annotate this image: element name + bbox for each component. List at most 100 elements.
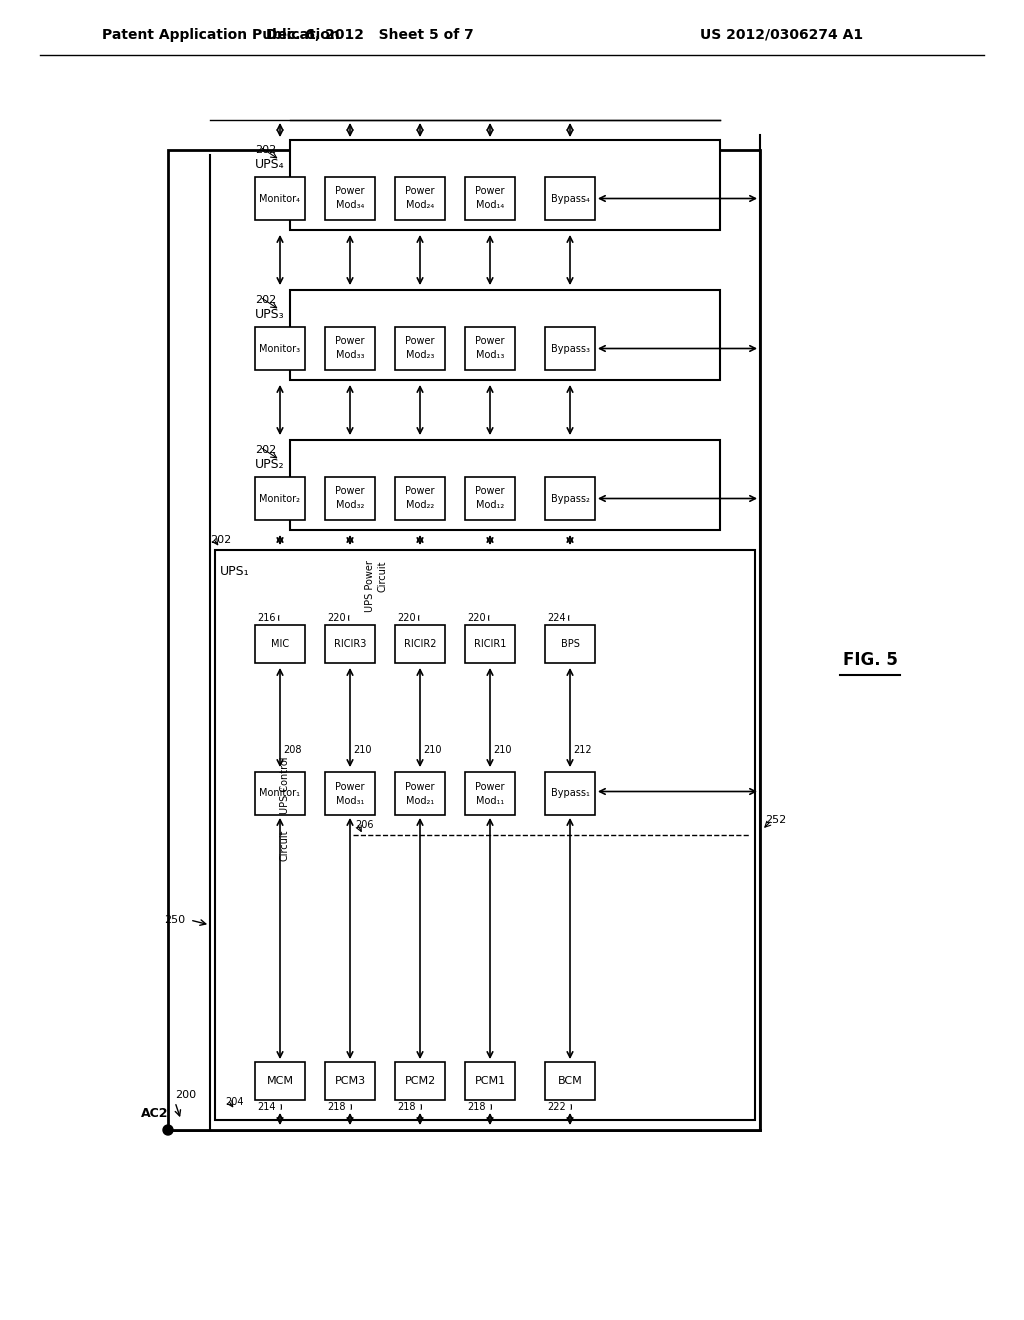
Bar: [465, 1063, 515, 1100]
Text: Mod₂₂: Mod₂₂: [406, 500, 434, 511]
Text: 210: 210: [493, 744, 512, 755]
Bar: [395, 772, 445, 814]
Text: US 2012/0306274 A1: US 2012/0306274 A1: [700, 28, 863, 42]
Text: 218: 218: [327, 1102, 345, 1111]
Bar: [290, 290, 720, 380]
Text: 220: 220: [467, 612, 485, 623]
Bar: [168, 150, 760, 1130]
Text: UPS₄: UPS₄: [255, 158, 285, 172]
Text: Bypass₄: Bypass₄: [551, 194, 590, 203]
Text: 202: 202: [210, 535, 231, 545]
Text: Power: Power: [475, 781, 505, 792]
Text: Monitor₂: Monitor₂: [259, 494, 300, 503]
Bar: [465, 177, 515, 220]
Text: Power: Power: [335, 337, 365, 346]
Text: Power: Power: [406, 487, 435, 496]
Text: Power: Power: [475, 186, 505, 197]
Text: 250: 250: [164, 915, 185, 925]
Text: 206: 206: [355, 820, 374, 830]
Text: 218: 218: [467, 1102, 485, 1111]
Text: Bypass₃: Bypass₃: [551, 343, 590, 354]
Text: Mod₃₂: Mod₃₂: [336, 500, 365, 511]
Text: Mod₃₄: Mod₃₄: [336, 201, 365, 210]
Text: 220: 220: [327, 612, 346, 623]
Text: Power: Power: [406, 186, 435, 197]
Text: Patent Application Publication: Patent Application Publication: [102, 28, 340, 42]
Bar: [325, 772, 375, 814]
Text: 220: 220: [397, 612, 416, 623]
Bar: [465, 624, 515, 663]
Bar: [255, 177, 305, 220]
Bar: [545, 1063, 595, 1100]
Text: 210: 210: [353, 744, 372, 755]
Text: MCM: MCM: [266, 1076, 294, 1086]
Text: Bypass₂: Bypass₂: [551, 494, 590, 503]
Text: Mod₃₃: Mod₃₃: [336, 351, 365, 360]
Text: AC2: AC2: [141, 1107, 169, 1119]
Text: RICIR3: RICIR3: [334, 639, 367, 649]
Text: 222: 222: [547, 1102, 565, 1111]
Text: MIC: MIC: [271, 639, 289, 649]
Text: Mod₁₂: Mod₁₂: [476, 500, 504, 511]
Bar: [215, 550, 755, 1119]
Text: PCM1: PCM1: [474, 1076, 506, 1086]
Text: Mod₁₄: Mod₁₄: [476, 201, 504, 210]
Text: 210: 210: [423, 744, 441, 755]
Bar: [395, 624, 445, 663]
Text: 204: 204: [225, 1097, 244, 1107]
Text: 218: 218: [397, 1102, 416, 1111]
Bar: [290, 140, 720, 230]
Text: 216: 216: [257, 612, 275, 623]
Text: Mod₁₁: Mod₁₁: [476, 796, 504, 805]
Bar: [325, 177, 375, 220]
Bar: [325, 624, 375, 663]
Text: UPS₂: UPS₂: [255, 458, 285, 471]
Text: 202: 202: [255, 145, 276, 154]
Text: Dec. 6, 2012   Sheet 5 of 7: Dec. 6, 2012 Sheet 5 of 7: [266, 28, 474, 42]
Bar: [395, 1063, 445, 1100]
Text: Monitor₄: Monitor₄: [259, 194, 300, 203]
Text: Power: Power: [475, 487, 505, 496]
Text: Power: Power: [406, 781, 435, 792]
Text: Mod₂₄: Mod₂₄: [406, 201, 434, 210]
Bar: [255, 477, 305, 520]
Bar: [545, 772, 595, 814]
Bar: [395, 327, 445, 370]
Text: Circuit: Circuit: [280, 829, 290, 861]
Text: Power: Power: [335, 781, 365, 792]
Bar: [395, 477, 445, 520]
Text: BPS: BPS: [560, 639, 580, 649]
Text: Mod₂₃: Mod₂₃: [406, 351, 434, 360]
Bar: [325, 1063, 375, 1100]
Circle shape: [163, 1125, 173, 1135]
Text: BCM: BCM: [558, 1076, 583, 1086]
Text: Power: Power: [335, 487, 365, 496]
Text: PCM3: PCM3: [335, 1076, 366, 1086]
Bar: [255, 624, 305, 663]
Text: Mod₂₁: Mod₂₁: [406, 796, 434, 805]
Text: RICIR2: RICIR2: [403, 639, 436, 649]
Bar: [325, 327, 375, 370]
Bar: [355, 554, 745, 825]
Bar: [465, 477, 515, 520]
Text: Monitor₃: Monitor₃: [259, 343, 301, 354]
Text: UPS₃: UPS₃: [255, 309, 285, 322]
Text: 214: 214: [257, 1102, 275, 1111]
Text: Power: Power: [475, 337, 505, 346]
Text: UPS Power: UPS Power: [365, 560, 375, 612]
Bar: [545, 177, 595, 220]
Text: Monitor₁: Monitor₁: [259, 788, 300, 799]
Bar: [325, 477, 375, 520]
Text: PCM2: PCM2: [404, 1076, 435, 1086]
Text: Mod₃₁: Mod₃₁: [336, 796, 365, 805]
Text: Power: Power: [406, 337, 435, 346]
Text: RICIR1: RICIR1: [474, 639, 506, 649]
Bar: [545, 624, 595, 663]
Text: 202: 202: [255, 445, 276, 455]
Text: 212: 212: [573, 744, 592, 755]
Text: 252: 252: [765, 814, 786, 825]
Text: Circuit: Circuit: [377, 560, 387, 591]
Bar: [290, 440, 720, 531]
Text: Bypass₁: Bypass₁: [551, 788, 590, 799]
Text: UPS Control: UPS Control: [280, 756, 290, 813]
